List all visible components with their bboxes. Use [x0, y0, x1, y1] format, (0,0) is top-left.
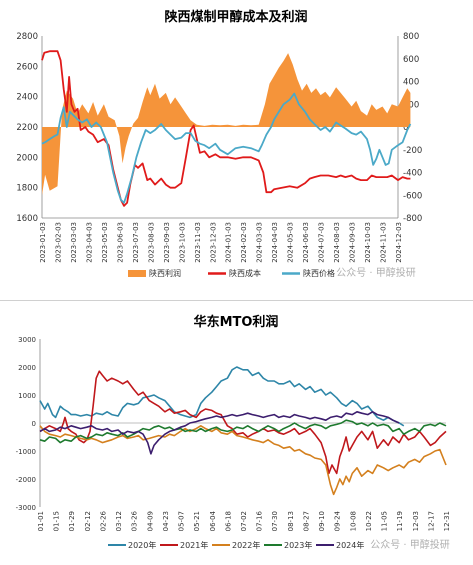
chart1-x-tick: 2024-11-03: [380, 222, 388, 263]
chart2-x-tick: 07-30: [271, 511, 279, 531]
chart2-x-tick: 08-27: [302, 511, 310, 531]
mto-profit-chart: 华东MTO利润 -3000 -2000 -1000 0 1000 2000 3000 01-01…: [0, 300, 473, 561]
chart2-x-tick: 07-16: [256, 510, 264, 531]
chart1-x-tick: 2023-09-03: [163, 222, 171, 263]
chart2-y-tick: 1000: [18, 392, 36, 400]
chart1-x-tick: 2024-01-03: [225, 222, 233, 263]
chart1-x-tick: 2024-02-03: [240, 222, 248, 263]
chart2-x-tick: 05-21: [193, 511, 201, 531]
chart2-series-line-3: [39, 419, 447, 444]
chart2-x-tick: 01-15: [53, 511, 61, 531]
chart1-x-tick: 2024-09-03: [349, 222, 357, 263]
chart1-series-profit-area: [42, 53, 411, 196]
chart2-y-tick: -2000: [16, 476, 36, 484]
chart1-x-tick: 2024-10-03: [364, 222, 372, 263]
chart1-left-tick: 1600: [16, 214, 38, 224]
chart1-title: 陕西煤制甲醇成本及利润: [164, 9, 307, 25]
chart2-y-tick: 2000: [18, 364, 36, 372]
chart2-title: 华东MTO利润: [194, 314, 279, 330]
chart1-legend-label: 陕西价格: [303, 268, 335, 278]
chart2-x-tick: 06-04: [209, 510, 217, 531]
chart2-x-tick: 10-22: [365, 511, 373, 531]
chart1-left-tick: 2200: [16, 123, 38, 133]
chart1-right-tick: -600: [403, 191, 422, 201]
chart1-right-tick: 800: [403, 32, 419, 42]
chart2-x-tick: 12-31: [443, 511, 451, 531]
chart2-x-tick: 09-24: [334, 510, 342, 531]
chart2-x-tick: 02-26: [99, 510, 107, 531]
chart2-x-tick: 03-12: [115, 511, 123, 531]
chart1-x-tick: 2023-03-03: [70, 222, 78, 263]
chart2-legend-label: 2024年: [336, 540, 364, 550]
chart2-watermark: 公众号 · 甲醇投研: [370, 538, 450, 551]
chart1-x-tick: 2023-07-03: [132, 222, 140, 263]
chart2-legend-label: 2021年: [180, 540, 208, 550]
chart2-legend-label: 2023年: [284, 540, 312, 550]
chart2-legend-label: 2022年: [232, 540, 260, 550]
chart1-x-tick: 2024-06-03: [302, 222, 310, 263]
chart2-x-tick: 05-07: [178, 511, 186, 531]
chart1-right-tick: -800: [403, 214, 422, 224]
chart2-series-line-1: [39, 370, 447, 475]
cost-profit-svg: 陕西煤制甲醇成本及利润1600180020002200240026002800-…: [16, 9, 422, 279]
chart2-x-tick: 11-19: [396, 511, 404, 531]
chart1-left-tick: 1800: [16, 184, 38, 194]
chart1-left-tick: 2800: [16, 32, 38, 42]
chart2-legend-label: 2020年: [128, 540, 156, 550]
chart2-x-tick: 06-18: [224, 511, 232, 531]
chart1-watermark: 公众号 · 甲醇投研: [336, 266, 416, 279]
chart2-x-tick: 01-29: [68, 511, 76, 531]
chart2-y-tick: -1000: [16, 448, 36, 456]
chart1-left-tick: 2400: [16, 93, 38, 103]
chart1-left-tick: 2000: [16, 153, 38, 163]
chart2-x-tick: 12-17: [427, 511, 435, 531]
chart1-x-tick: 2023-11-03: [194, 222, 202, 263]
chart1-left-tick: 2600: [16, 62, 38, 72]
chart1-right-tick: 200: [403, 100, 419, 110]
chart2-y-tick: 3000: [18, 336, 36, 344]
chart1-legend-label: 陕西利润: [149, 268, 181, 278]
chart2-x-tick: 10-08: [349, 511, 357, 531]
chart1-right-tick: 600: [403, 55, 419, 65]
chart2-x-tick: 01-01: [37, 511, 45, 531]
chart1-right-tick: 0: [403, 123, 408, 133]
chart1-x-tick: 2024-08-03: [333, 222, 341, 263]
chart2-x-tick: 03-26: [131, 510, 139, 531]
chart1-series-price-line: [41, 92, 412, 204]
chart2-x-tick: 07-02: [240, 511, 248, 531]
chart1-x-tick: 2023-02-03: [54, 222, 62, 263]
chart1-x-tick: 2023-01-03: [39, 222, 47, 263]
cost-profit-chart: 陕西煤制甲醇成本及利润 1600 1800 2000 2200 2400 2600 2800-…: [16, 9, 423, 279]
chart1-series-cost-line: [41, 50, 411, 207]
chart1-x-tick: 2024-04-03: [271, 222, 279, 263]
chart1-x-tick: 2023-08-03: [147, 222, 155, 263]
chart1-x-tick: 2024-07-03: [318, 222, 326, 263]
chart2-y-tick: -3000: [16, 504, 36, 512]
chart2-x-tick: 02-12: [84, 511, 92, 531]
chart1-legend-swatch: [128, 270, 146, 277]
chart2-x-tick: 12-03: [412, 511, 420, 531]
chart2-x-tick: 09-10: [318, 511, 326, 531]
chart2-x-tick: 04-09: [146, 511, 154, 531]
chart1-x-tick: 2023-04-03: [85, 222, 93, 263]
chart1-right-tick: -200: [403, 146, 422, 156]
chart1-x-tick: 2023-12-03: [209, 222, 217, 263]
chart1-x-tick: 2023-10-03: [178, 222, 186, 263]
chart1-right-tick: -400: [403, 169, 422, 179]
chart1-x-tick: 2024-12-03: [395, 222, 403, 263]
mto-profit-svg: 华东MTO利润 -3000 -2000 -1000 0 1000 2000 3000 01-01…: [16, 314, 451, 551]
chart1-legend-label: 陕西成本: [229, 268, 261, 278]
chart1-x-tick: 2024-03-03: [256, 222, 264, 263]
chart1-x-tick: 2023-05-03: [101, 222, 109, 263]
chart1-x-tick: 2024-05-03: [287, 222, 295, 263]
chart2-series-line-4: [39, 411, 400, 455]
chart2-series-line-2: [39, 425, 447, 496]
chart2-x-tick: 11-05: [381, 511, 389, 531]
chart1-right-tick: 400: [403, 78, 419, 88]
chart2-y-tick: 0: [32, 420, 36, 428]
chart2-x-tick: 04-23: [162, 511, 170, 531]
chart1-x-tick: 2023-06-03: [116, 222, 124, 263]
chart2-x-tick: 08-13: [287, 511, 295, 531]
